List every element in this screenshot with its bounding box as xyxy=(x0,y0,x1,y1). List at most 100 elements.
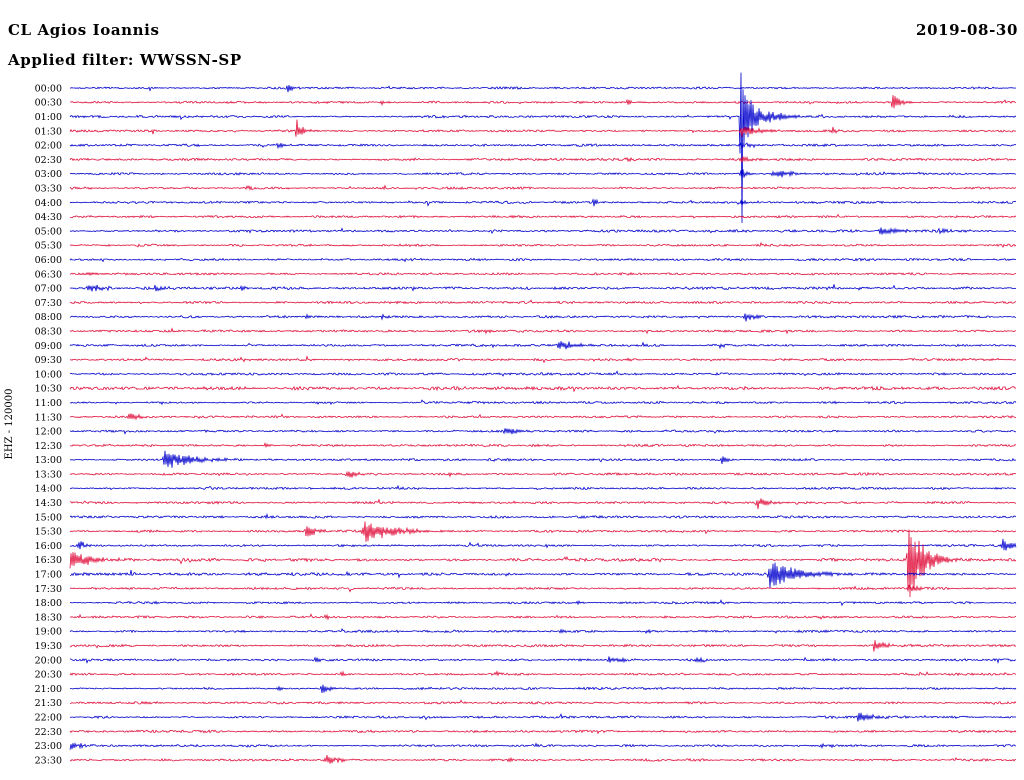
time-label-08:00: 08:00 xyxy=(35,312,62,323)
trace-05:00 xyxy=(69,227,1016,235)
time-label-01:00: 01:00 xyxy=(35,112,62,123)
trace-16:30 xyxy=(69,529,1017,598)
time-label-20:00: 20:00 xyxy=(35,655,62,666)
trace-20:00 xyxy=(69,656,1017,664)
time-label-03:30: 03:30 xyxy=(35,184,62,195)
time-label-05:00: 05:00 xyxy=(35,226,62,237)
time-label-23:00: 23:00 xyxy=(35,741,62,752)
time-label-07:30: 07:30 xyxy=(35,298,62,309)
time-label-16:30: 16:30 xyxy=(35,555,62,566)
trace-16:00 xyxy=(69,538,1017,551)
time-label-06:30: 06:30 xyxy=(35,269,62,280)
time-label-02:00: 02:00 xyxy=(35,141,62,152)
time-label-06:00: 06:00 xyxy=(35,255,62,266)
trace-02:00 xyxy=(69,142,1017,150)
time-label-21:00: 21:00 xyxy=(35,684,62,695)
time-label-11:00: 11:00 xyxy=(35,398,62,409)
time-label-04:30: 04:30 xyxy=(35,212,62,223)
date-label: 2019-08-30 xyxy=(916,21,1018,39)
time-label-03:00: 03:00 xyxy=(35,169,62,180)
trace-10:30 xyxy=(69,384,1017,393)
time-label-16:00: 16:00 xyxy=(35,541,62,552)
filter-label: Applied filter: WWSSN-SP xyxy=(8,51,242,69)
time-label-23:30: 23:30 xyxy=(35,755,62,766)
trace-20:30 xyxy=(69,670,1017,677)
trace-06:30 xyxy=(69,271,1017,277)
time-label-10:30: 10:30 xyxy=(35,384,62,395)
trace-23:00 xyxy=(69,742,1017,750)
time-label-12:00: 12:00 xyxy=(35,427,62,438)
trace-18:00 xyxy=(69,599,1017,607)
trace-02:30 xyxy=(69,155,1017,163)
station-title: CL Agios Ioannis xyxy=(8,21,160,39)
trace-09:30 xyxy=(69,355,1017,364)
time-label-01:30: 01:30 xyxy=(35,126,62,137)
time-label-15:00: 15:00 xyxy=(35,512,62,523)
time-label-08:30: 08:30 xyxy=(35,327,62,338)
time-label-19:30: 19:30 xyxy=(35,641,62,652)
time-label-18:00: 18:00 xyxy=(35,598,62,609)
time-label-14:00: 14:00 xyxy=(35,484,62,495)
time-label-17:30: 17:30 xyxy=(35,584,62,595)
trace-12:30 xyxy=(69,442,1017,449)
trace-15:00 xyxy=(69,513,1017,520)
trace-03:30 xyxy=(69,184,1017,191)
time-label-21:30: 21:30 xyxy=(35,698,62,709)
time-label-18:30: 18:30 xyxy=(35,612,62,623)
time-label-22:00: 22:00 xyxy=(35,713,62,724)
trace-14:00 xyxy=(69,484,1017,491)
trace-17:00 xyxy=(69,562,1017,588)
trace-19:30 xyxy=(70,640,1017,652)
time-label-19:00: 19:00 xyxy=(35,627,62,638)
trace-00:00 xyxy=(69,85,1017,93)
trace-23:30 xyxy=(69,754,1017,764)
time-label-20:30: 20:30 xyxy=(35,670,62,681)
trace-12:00 xyxy=(69,428,1017,435)
trace-21:00 xyxy=(69,684,1017,693)
time-label-00:30: 00:30 xyxy=(35,98,62,109)
time-label-10:00: 10:00 xyxy=(35,369,62,380)
trace-14:30 xyxy=(69,498,1017,510)
time-label-02:30: 02:30 xyxy=(35,155,62,166)
trace-21:30 xyxy=(70,699,1017,706)
trace-13:30 xyxy=(69,470,1017,478)
time-label-05:30: 05:30 xyxy=(35,241,62,252)
trace-06:00 xyxy=(69,257,1017,263)
trace-08:00 xyxy=(69,313,1017,322)
trace-13:00 xyxy=(69,450,1017,468)
trace-17:30 xyxy=(69,584,1017,593)
time-label-11:30: 11:30 xyxy=(35,412,62,423)
trace-03:00 xyxy=(69,169,1017,180)
time-label-09:30: 09:30 xyxy=(35,355,62,366)
time-label-17:00: 17:00 xyxy=(35,570,62,581)
time-label-14:30: 14:30 xyxy=(35,498,62,509)
time-label-13:30: 13:30 xyxy=(35,469,62,480)
trace-22:00 xyxy=(69,712,1017,722)
trace-01:30 xyxy=(69,119,1017,138)
channel-label: EHZ - 120000 xyxy=(4,389,15,460)
trace-11:00 xyxy=(69,399,1017,406)
trace-22:30 xyxy=(69,729,1017,735)
trace-04:00 xyxy=(69,198,1017,207)
trace-09:00 xyxy=(69,341,1017,350)
trace-08:30 xyxy=(69,327,1017,335)
trace-04:30 xyxy=(69,213,1017,219)
time-label-12:30: 12:30 xyxy=(35,441,62,452)
time-label-13:00: 13:00 xyxy=(35,455,62,466)
trace-18:30 xyxy=(69,613,1017,621)
trace-01:00 xyxy=(69,72,1017,224)
trace-10:00 xyxy=(69,370,1017,377)
time-label-00:00: 00:00 xyxy=(35,83,62,94)
trace-19:00 xyxy=(69,628,1017,635)
trace-00:30 xyxy=(70,95,1017,109)
trace-11:30 xyxy=(69,413,1017,421)
time-label-09:00: 09:00 xyxy=(35,341,62,352)
trace-15:30 xyxy=(69,521,1017,542)
time-label-04:00: 04:00 xyxy=(35,198,62,209)
time-label-22:30: 22:30 xyxy=(35,727,62,738)
time-label-15:30: 15:30 xyxy=(35,527,62,538)
trace-07:30 xyxy=(69,299,1017,305)
trace-05:30 xyxy=(69,241,1017,248)
trace-07:00 xyxy=(69,284,1017,292)
